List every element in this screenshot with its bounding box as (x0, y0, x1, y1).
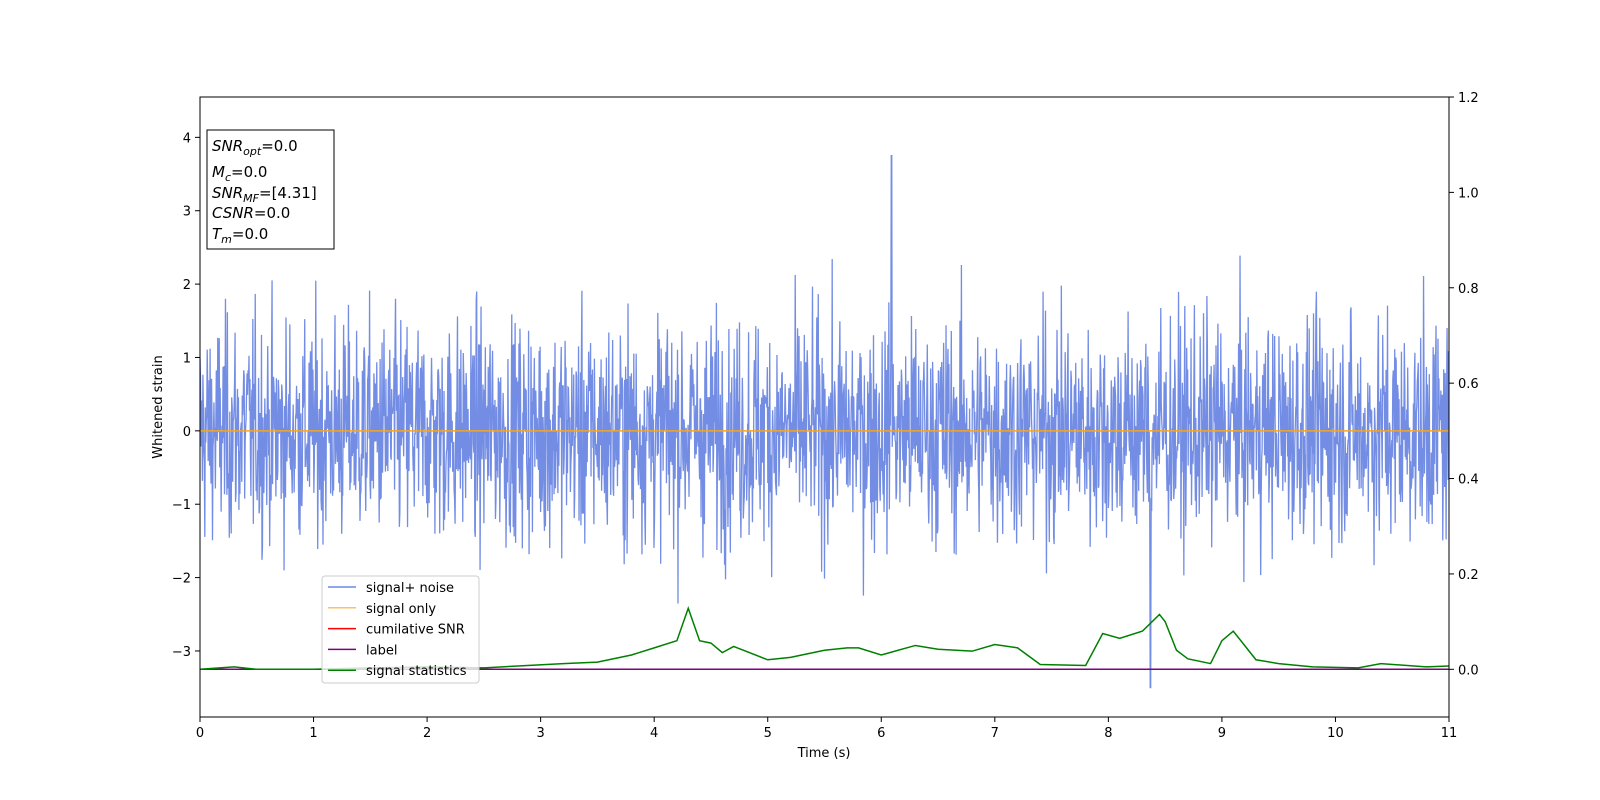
legend-frame (321, 575, 480, 684)
x-tick-label: 8 (1104, 726, 1112, 741)
y2-tick-label: 0.6 (1458, 377, 1479, 392)
x-tick-label: 10 (1327, 726, 1344, 741)
y2-tick-label: 0.0 (1458, 663, 1479, 678)
y-axis-right: 1.2 1.0 0.8 0.6 0.4 0.2 0.0 (1449, 91, 1479, 678)
plot-frame (199, 96, 1450, 718)
legend-label-label: label (366, 643, 397, 658)
y-tick-label: 2 (183, 278, 191, 293)
info-line: Mc=0.0 (212, 163, 267, 184)
x-axis: 0 1 2 3 4 5 6 7 8 9 10 11 (196, 717, 1457, 741)
x-tick-label: 6 (877, 726, 885, 741)
x-tick-label: 5 (764, 726, 772, 741)
legend-label-signal-noise: signal+ noise (366, 581, 454, 596)
x-tick-label: 4 (650, 726, 658, 741)
y-tick-label: −1 (172, 498, 191, 513)
info-box-frame (206, 129, 335, 250)
y-axis-label: Whitened strain (151, 355, 166, 458)
y2-tick-label: 1.0 (1458, 186, 1479, 201)
y2-tick-label: 1.2 (1458, 91, 1479, 106)
y-tick-label: 4 (183, 131, 191, 146)
y2-tick-label: 0.8 (1458, 282, 1479, 297)
y-tick-label: −2 (172, 572, 191, 587)
legend-label-cumilative-snr: cumilative SNR (366, 623, 465, 638)
y-axis-left: 4 3 2 1 0 −1 −2 −3 (172, 131, 200, 660)
legend-label-signal-only: signal only (366, 602, 436, 617)
x-tick-label: 11 (1441, 726, 1458, 741)
x-axis-label: Time (s) (797, 746, 851, 761)
y2-tick-label: 0.2 (1458, 568, 1479, 583)
info-line: SNRMF=[4.31] (212, 184, 317, 205)
series-signal-noise (200, 155, 1449, 689)
x-tick-label: 0 (196, 726, 204, 741)
x-tick-label: 7 (991, 726, 999, 741)
x-tick-label: 1 (309, 726, 317, 741)
legend: signal+ noise signal only cumilative SNR la… (321, 575, 480, 684)
x-tick-label: 2 (423, 726, 431, 741)
x-tick-label: 3 (536, 726, 544, 741)
legend-label-signal-statistics: signal statistics (366, 664, 467, 679)
y-tick-label: 0 (183, 425, 191, 440)
info-line: Tm=0.0 (212, 225, 268, 246)
info-line: CSNR=0.0 (212, 204, 290, 222)
x-tick-label: 9 (1218, 726, 1226, 741)
y2-tick-label: 0.4 (1458, 473, 1479, 488)
y-tick-label: −3 (172, 645, 191, 660)
series-signal-statistics (200, 605, 1449, 671)
y-tick-label: 1 (183, 351, 191, 366)
y-tick-label: 3 (183, 205, 191, 220)
info-line: SNRopt=0.0 (212, 137, 298, 158)
